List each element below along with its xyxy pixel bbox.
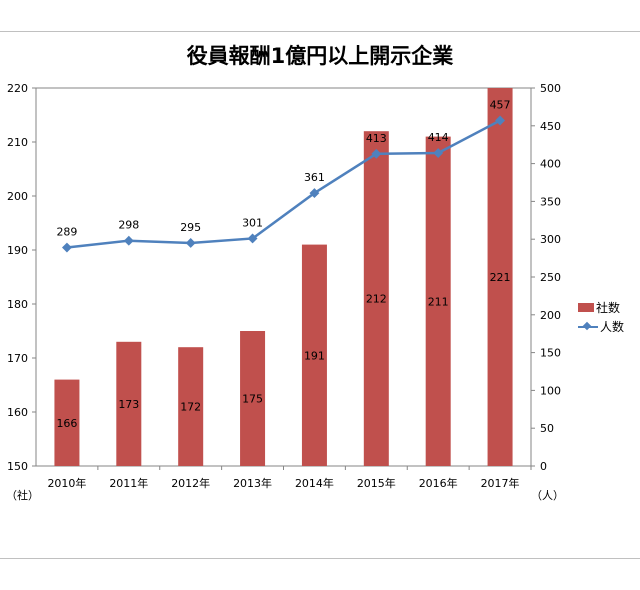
y-right-tick-label: 50 [540, 422, 554, 435]
line-point [185, 238, 196, 248]
x-tick-label: 2011年 [109, 476, 148, 490]
bar-data-label: 173 [118, 398, 139, 411]
line-point [123, 235, 134, 246]
legend-label-bar: 社数 [596, 301, 621, 315]
bar [116, 341, 142, 466]
right-axis-unit: （人） [531, 489, 564, 502]
line-point [433, 148, 444, 158]
plot-area [35, 87, 532, 467]
legend-label-line: 人数 [600, 320, 625, 334]
legend-item-bar: 社数 [578, 298, 624, 317]
y-right-tick-label: 300 [540, 233, 561, 246]
line-point [61, 242, 72, 253]
bar [178, 347, 204, 466]
y-left-tick-label: 180 [7, 298, 28, 311]
x-tick-label: 2016年 [419, 476, 458, 490]
legend: 社数 人数 [578, 298, 624, 336]
x-tick-label: 2015年 [357, 476, 396, 490]
y-left-tick-label: 150 [7, 460, 28, 473]
left-axis-unit: （社） [6, 488, 39, 502]
bar-data-label: 172 [180, 401, 201, 414]
line-data-label: 414 [428, 131, 449, 144]
bar [54, 379, 80, 466]
bar [240, 331, 266, 466]
legend-bar-swatch [578, 303, 594, 312]
y-left-tick-label: 170 [7, 352, 28, 365]
x-tick-label: 2017年 [481, 476, 520, 490]
y-left-tick-label: 210 [7, 136, 28, 149]
legend-item-line: 人数 [578, 317, 624, 336]
bar-data-label: 212 [366, 293, 387, 306]
y-left-tick-label: 160 [7, 406, 28, 419]
line-data-label: 457 [490, 99, 511, 112]
y-right-tick-label: 200 [540, 309, 561, 322]
bar [363, 131, 389, 466]
y-right-tick-label: 350 [540, 195, 561, 208]
y-right-tick-label: 0 [540, 460, 547, 473]
y-right-tick-label: 400 [540, 158, 561, 171]
x-tick-label: 2013年 [233, 476, 272, 490]
y-right-tick-label: 500 [540, 82, 561, 95]
line-data-label: 295 [180, 221, 201, 234]
y-right-tick-label: 250 [540, 271, 561, 284]
y-left-tick-label: 200 [7, 190, 28, 203]
x-tick-label: 2012年 [171, 476, 210, 490]
chart-title: 役員報酬1億円以上開示企業 [186, 44, 454, 68]
bar-data-label: 175 [242, 393, 263, 406]
line-data-label: 301 [242, 216, 263, 229]
bar [425, 136, 451, 466]
line-point [371, 148, 382, 159]
bottom-divider [0, 558, 640, 559]
bar [487, 88, 513, 466]
bar-data-label: 191 [304, 349, 325, 362]
line-data-label: 289 [56, 226, 77, 239]
y-left-tick-label: 190 [7, 244, 28, 257]
bar-data-label: 166 [56, 417, 77, 430]
top-divider [0, 31, 640, 32]
y-right-tick-label: 450 [540, 120, 561, 133]
line-series [66, 119, 501, 249]
line-point [247, 233, 258, 244]
line-data-label: 298 [118, 219, 139, 232]
bar-data-label: 211 [428, 295, 449, 308]
legend-line-swatch [578, 321, 598, 332]
y-right-tick-label: 150 [540, 347, 561, 360]
line-data-label: 413 [366, 132, 387, 145]
y-left-tick-label: 220 [7, 82, 28, 95]
line-data-label: 361 [304, 171, 325, 184]
x-tick-label: 2014年 [295, 476, 334, 490]
line-point [309, 188, 320, 199]
x-tick-label: 2010年 [47, 476, 86, 490]
y-right-tick-label: 100 [540, 384, 561, 397]
bar [301, 244, 327, 466]
bar-data-label: 221 [490, 271, 511, 284]
